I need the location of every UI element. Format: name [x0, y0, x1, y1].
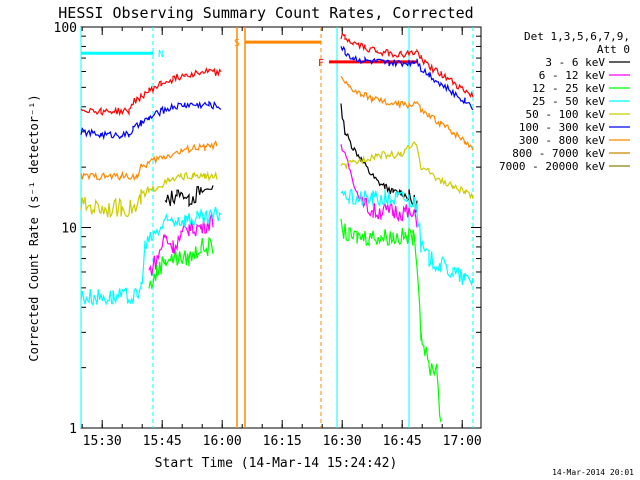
x-tick-label: 17:00 [443, 434, 482, 449]
series-line-flare [80, 32, 474, 117]
timestamp: 14-Mar-2014 20:01 [552, 468, 634, 477]
series-line-25-50-kev [80, 188, 474, 307]
series-line-300-800-kev [80, 75, 474, 181]
x-tick-label: 16:30 [323, 434, 362, 449]
legend-entry-label: 6 - 12 keV [539, 69, 606, 82]
legend-entry-label: 50 - 100 keV [526, 108, 606, 121]
y-axis-label: Corrected Count Rate (s⁻¹ detector⁻¹) [27, 94, 41, 361]
y-tick-label: 10 [61, 222, 77, 237]
series-line-6-12-kev [148, 144, 418, 276]
saa-label: S [234, 38, 240, 49]
legend-entry-label: 7000 - 20000 keV [499, 160, 605, 173]
legend-entry-label: 3 - 6 keV [545, 56, 605, 69]
legend-entry-label: 800 - 7000 keV [512, 147, 605, 160]
legend-entry-label: 100 - 300 keV [519, 121, 605, 134]
y-tick-label: 100 [54, 21, 77, 36]
legend-title: Att 0 [597, 43, 630, 56]
legend-entry-label: 25 - 50 keV [532, 95, 605, 108]
series-line-100-300-kev [80, 45, 474, 141]
x-axis-label: Start Time (14-Mar-14 15:24:42) [155, 456, 398, 471]
series-line-3-6-kev [164, 103, 418, 213]
series-line-12-25-kev [148, 218, 442, 423]
night-label: N [158, 49, 164, 60]
series-line-50-100-kev [80, 141, 474, 219]
legend-title: Det 1,3,5,6,7,9, [524, 30, 630, 43]
x-tick-label: 16:45 [383, 434, 422, 449]
plot-frame [80, 26, 482, 429]
y-tick-label: 1 [69, 422, 77, 437]
flare-label: F [318, 58, 324, 69]
x-tick-label: 16:00 [203, 434, 242, 449]
chart-title: HESSI Observing Summary Count Rates, Cor… [58, 4, 473, 22]
legend-entry-label: 12 - 25 keV [532, 82, 605, 95]
x-tick-label: 15:30 [83, 434, 122, 449]
x-tick-label: 15:45 [143, 434, 182, 449]
legend-entry-label: 300 - 800 keV [519, 134, 605, 147]
x-tick-label: 16:15 [263, 434, 302, 449]
plot-area: 15:30 15:45 16:00 16:15 16:30 16:45 17:00 1 10 10… [54, 21, 482, 449]
